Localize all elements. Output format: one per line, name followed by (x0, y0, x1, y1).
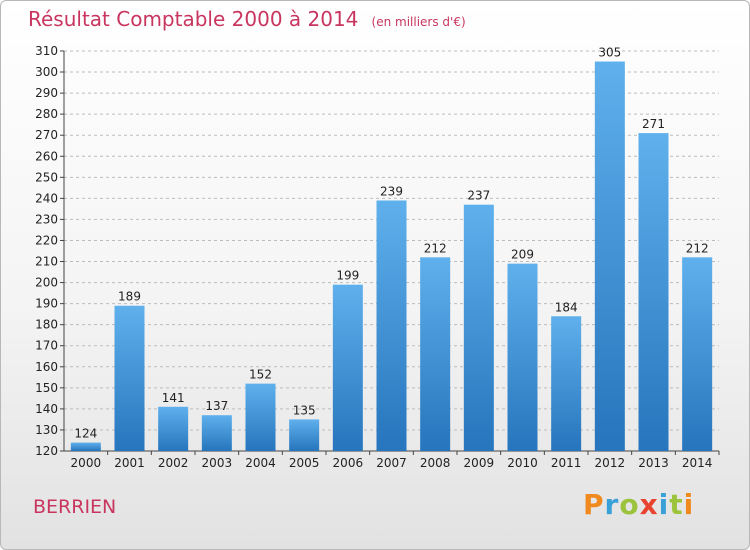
y-tick-label: 130 (35, 423, 58, 437)
value-label-2003: 137 (205, 399, 228, 413)
x-tick-label-2013: 2013 (638, 456, 669, 470)
bar-2005 (289, 419, 320, 451)
axes: 120 130 140 150 160 170 180 190 200 210 220 230 240 2… (35, 44, 720, 458)
y-tick-label: 170 (35, 339, 58, 353)
y-tick-label: 270 (35, 128, 58, 142)
x-tick-label-2003: 2003 (202, 456, 233, 470)
x-tick-label-2001: 2001 (114, 456, 145, 470)
x-tick-label-2000: 2000 (71, 456, 102, 470)
x-tick-label-2009: 2009 (464, 456, 495, 470)
value-label-2012: 305 (598, 46, 621, 60)
bar-2006 (332, 284, 363, 451)
y-tick-label: 200 (35, 276, 58, 290)
x-tick-label-2008: 2008 (420, 456, 451, 470)
y-tick-label: 190 (35, 297, 58, 311)
bar-2004 (245, 383, 276, 451)
y-tick-label: 230 (35, 212, 58, 226)
value-label-2009: 237 (467, 189, 490, 203)
value-label-2004: 152 (249, 368, 272, 382)
y-tick-label: 260 (35, 149, 58, 163)
bars (70, 61, 713, 452)
bar-2003 (201, 415, 232, 451)
value-label-2010: 209 (511, 248, 534, 262)
bar-2013 (638, 133, 669, 451)
bar-2009 (463, 204, 494, 451)
value-label-2013: 271 (642, 117, 665, 131)
bar-2002 (158, 406, 189, 451)
y-tick-label: 300 (35, 65, 58, 79)
y-tick-label: 150 (35, 381, 58, 395)
labels: 124 2000 189 2001 141 2002 137 2003 152 2004 135 20… (71, 46, 713, 470)
y-tick-label: 160 (35, 360, 58, 374)
x-tick-label-2007: 2007 (376, 456, 407, 470)
proxiti-logo: Proxiti (583, 488, 695, 521)
chart-subtitle: (en milliers d'€) (371, 15, 466, 29)
x-tick-label-2006: 2006 (333, 456, 364, 470)
bar-2008 (420, 257, 451, 451)
y-tick-label: 250 (35, 170, 58, 184)
value-label-2014: 212 (686, 241, 709, 255)
x-tick-label-2011: 2011 (551, 456, 582, 470)
bar-2010 (507, 263, 538, 451)
x-tick-label-2005: 2005 (289, 456, 320, 470)
y-tick-label: 290 (35, 86, 58, 100)
bar-2007 (376, 200, 407, 451)
value-label-2011: 184 (555, 300, 578, 314)
value-label-2006: 199 (336, 269, 359, 283)
value-label-2001: 189 (118, 290, 141, 304)
y-tick-label: 280 (35, 107, 58, 121)
bar-2011 (551, 316, 582, 451)
value-label-2000: 124 (74, 427, 97, 441)
x-tick-label-2002: 2002 (158, 456, 189, 470)
place-name: BERRIEN (33, 496, 117, 518)
y-tick-label: 310 (35, 44, 58, 58)
y-tick-label: 210 (35, 255, 58, 269)
x-tick-label-2010: 2010 (507, 456, 538, 470)
value-label-2005: 135 (293, 403, 316, 417)
bar-2014 (682, 257, 713, 451)
x-tick-label-2004: 2004 (245, 456, 276, 470)
y-tick-label: 220 (35, 233, 58, 247)
y-tick-label: 180 (35, 318, 58, 332)
value-label-2002: 141 (162, 391, 185, 405)
bar-2001 (114, 305, 145, 451)
chart-title-block: Résultat Comptable 2000 à 2014 (en milli… (28, 7, 466, 31)
y-tick-label: 120 (35, 444, 58, 458)
value-label-2007: 239 (380, 184, 403, 198)
value-label-2008: 212 (424, 241, 447, 255)
bar-2000 (70, 442, 101, 451)
x-tick-label-2014: 2014 (682, 456, 713, 470)
x-tick-label-2012: 2012 (595, 456, 626, 470)
y-tick-label: 140 (35, 402, 58, 416)
y-tick-label: 240 (35, 191, 58, 205)
bar-2012 (594, 61, 625, 452)
chart-title: Résultat Comptable 2000 à 2014 (28, 7, 359, 31)
